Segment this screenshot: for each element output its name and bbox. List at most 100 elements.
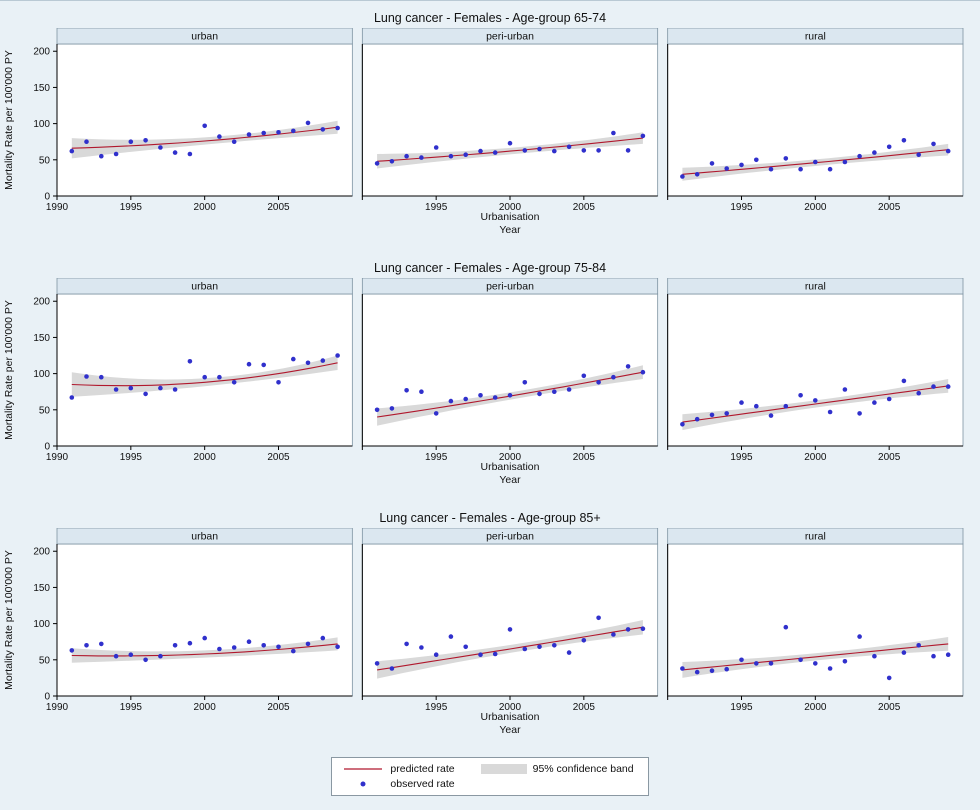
observed-point bbox=[419, 389, 424, 394]
figure-age-75-84: Lung cancer - Females - Age-group 75-84 … bbox=[0, 257, 980, 493]
observed-point bbox=[84, 643, 89, 648]
observed-point bbox=[478, 148, 483, 154]
observed-point bbox=[291, 648, 296, 654]
observed-point bbox=[537, 391, 542, 397]
facet-label: urban bbox=[191, 531, 218, 543]
confidence-band-key bbox=[480, 764, 527, 774]
observed-point bbox=[202, 374, 207, 380]
y-axis-label: Mortality Rate per 100'000 PY bbox=[3, 550, 15, 690]
chart-canvas-65-74: Mortality Rate per 100'000 PY urban 1990 19… bbox=[3, 28, 964, 236]
facet-label: peri-urban bbox=[486, 531, 534, 543]
x-tick-label: 2000 bbox=[804, 452, 827, 463]
observed-point bbox=[69, 148, 75, 154]
x-tick-label: 2005 bbox=[267, 202, 290, 213]
y-tick-label: 200 bbox=[33, 547, 50, 558]
observed-point bbox=[202, 123, 207, 129]
observed-point bbox=[276, 644, 281, 650]
x-tick-label: 2005 bbox=[267, 702, 290, 713]
observed-point bbox=[901, 378, 907, 384]
observed-point bbox=[945, 384, 951, 389]
observed-point bbox=[827, 409, 833, 415]
observed-point bbox=[581, 148, 587, 153]
x-tick-label: 1995 bbox=[120, 702, 143, 713]
observed-dot-key bbox=[360, 781, 366, 787]
observed-point bbox=[768, 166, 774, 172]
x-tick-label: 1990 bbox=[46, 452, 69, 463]
observed-point bbox=[537, 644, 542, 650]
x-tick-label: 2005 bbox=[267, 452, 290, 463]
y-tick-label: 100 bbox=[33, 119, 50, 130]
observed-points bbox=[680, 624, 951, 681]
observed-point bbox=[128, 139, 134, 144]
facet-strip bbox=[667, 278, 964, 295]
observed-point bbox=[754, 157, 759, 163]
observed-point bbox=[507, 627, 513, 632]
legend-row-observed: observed rate bbox=[342, 778, 455, 790]
observed-point bbox=[217, 374, 222, 380]
observed-point bbox=[739, 400, 744, 405]
observed-point bbox=[492, 651, 498, 657]
observed-point bbox=[246, 639, 252, 644]
observed-point bbox=[886, 675, 892, 681]
observed-point bbox=[158, 385, 163, 391]
y-tick-label: 0 bbox=[44, 192, 50, 203]
x-tick-label: 1990 bbox=[46, 202, 69, 213]
observed-point bbox=[507, 140, 513, 146]
observed-point bbox=[69, 395, 75, 400]
observed-points bbox=[69, 635, 340, 663]
observed-point bbox=[901, 650, 907, 655]
observed-point bbox=[404, 388, 409, 393]
observed-point bbox=[389, 406, 395, 411]
facet-strip bbox=[361, 528, 659, 545]
observed-point bbox=[99, 374, 104, 380]
observed-points bbox=[69, 120, 340, 159]
observed-point bbox=[813, 159, 818, 165]
observed-point bbox=[143, 138, 148, 143]
observed-point bbox=[680, 666, 685, 671]
observed-point bbox=[694, 416, 700, 422]
x-tick-label: 2005 bbox=[878, 202, 901, 213]
observed-point bbox=[798, 166, 803, 172]
observed-point bbox=[419, 155, 424, 160]
x-axis-label: Year bbox=[499, 474, 521, 486]
observed-point bbox=[813, 661, 818, 666]
observed-point bbox=[783, 403, 789, 409]
panel-rural: rural 1995 2000 2005 bbox=[667, 28, 964, 213]
facet-title: Urbanisation bbox=[481, 211, 540, 223]
figure-age-65-74: Lung cancer - Females - Age-group 65-74 … bbox=[0, 7, 980, 243]
observed-point bbox=[798, 393, 803, 398]
observed-point bbox=[640, 626, 646, 631]
observed-point bbox=[320, 127, 326, 132]
observed-point bbox=[931, 384, 936, 389]
x-axis-label: Year bbox=[499, 724, 521, 736]
facet-label: peri-urban bbox=[486, 31, 534, 43]
facet-strip bbox=[361, 28, 659, 45]
chart-title-85plus: Lung cancer - Females - Age-group 85+ bbox=[379, 511, 601, 525]
observed-point bbox=[611, 632, 616, 637]
x-tick-label: 1995 bbox=[120, 452, 143, 463]
observed-point bbox=[374, 407, 380, 413]
observed-point bbox=[754, 403, 759, 409]
observed-point bbox=[261, 130, 267, 136]
x-tick-label: 1995 bbox=[120, 202, 143, 213]
observed-point bbox=[581, 373, 587, 379]
observed-point bbox=[827, 166, 833, 172]
observed-point bbox=[596, 615, 601, 621]
observed-point bbox=[246, 361, 252, 367]
x-tick-label: 2005 bbox=[878, 702, 901, 713]
observed-point bbox=[335, 125, 340, 131]
observed-point bbox=[945, 652, 951, 657]
observed-point bbox=[217, 646, 222, 652]
observed-point bbox=[596, 148, 601, 153]
observed-points bbox=[374, 364, 646, 416]
observed-point bbox=[419, 645, 424, 650]
observed-point bbox=[945, 148, 951, 154]
observed-point bbox=[827, 666, 833, 671]
observed-point bbox=[783, 156, 789, 161]
legend-row-band: 95% confidence band bbox=[480, 763, 634, 775]
y-tick-label: 150 bbox=[33, 333, 50, 344]
observed-point bbox=[433, 411, 439, 416]
facet-title: Urbanisation bbox=[481, 461, 540, 473]
observed-point bbox=[463, 396, 469, 402]
x-tick-label: 1995 bbox=[425, 452, 448, 463]
